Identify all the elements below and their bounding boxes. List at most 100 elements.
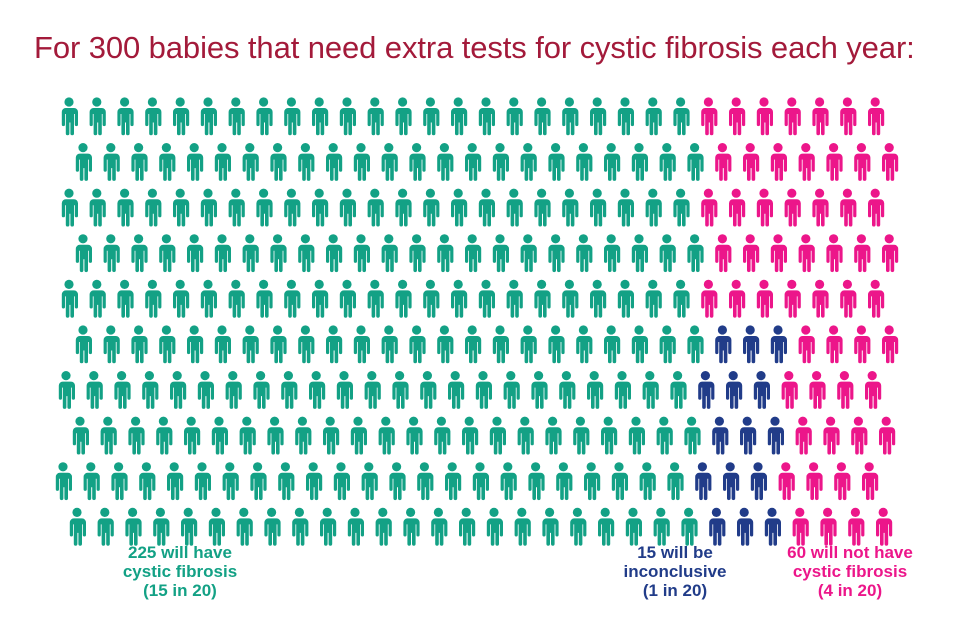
person-icon	[89, 97, 106, 136]
person-icon	[823, 416, 840, 455]
person-icon	[784, 279, 801, 318]
person-icon	[364, 371, 381, 409]
person-icon	[145, 279, 162, 318]
person-icon	[625, 507, 642, 546]
person-icon	[295, 416, 312, 455]
person-icon	[409, 325, 426, 364]
person-icon	[256, 279, 273, 318]
legend-not-cf-line3: (4 in 20)	[817, 581, 883, 600]
person-icon	[659, 325, 676, 364]
person-icon	[214, 325, 231, 364]
person-icon	[459, 507, 476, 546]
person-icon	[228, 97, 245, 136]
person-icon	[270, 325, 287, 364]
person-icon	[778, 462, 795, 501]
person-icon	[729, 279, 746, 318]
person-icon	[339, 97, 356, 136]
person-icon	[854, 325, 871, 364]
person-icon	[784, 97, 801, 136]
person-icon	[431, 507, 448, 546]
person-icon	[520, 234, 537, 273]
person-icon	[225, 371, 242, 409]
person-icon	[103, 143, 120, 181]
person-icon	[729, 188, 746, 227]
person-icon	[562, 188, 579, 227]
person-icon	[882, 325, 899, 364]
person-icon	[437, 325, 454, 364]
person-icon	[587, 371, 604, 409]
person-icon	[353, 234, 370, 273]
person-icon	[617, 97, 634, 136]
person-icon	[197, 371, 214, 409]
person-icon	[326, 325, 343, 364]
person-icon	[103, 234, 120, 273]
person-icon	[228, 188, 245, 227]
person-icon	[169, 371, 187, 409]
person-icon	[465, 325, 482, 364]
person-icon	[437, 143, 454, 181]
person-icon	[166, 462, 184, 501]
person-icon	[534, 188, 551, 227]
person-icon	[186, 143, 204, 181]
person-icon	[882, 234, 899, 273]
person-icon	[548, 234, 565, 273]
person-icon	[242, 143, 259, 181]
person-icon	[534, 279, 551, 318]
person-icon	[333, 462, 350, 501]
person-icon	[712, 416, 729, 455]
legend-have-cf-line1: 225 will have	[128, 543, 232, 562]
person-icon	[465, 143, 482, 181]
person-icon	[339, 188, 356, 227]
person-icon	[770, 234, 787, 273]
person-icon	[882, 143, 899, 181]
person-icon	[628, 416, 645, 455]
person-icon	[353, 325, 370, 364]
person-icon	[312, 97, 329, 136]
person-icon	[659, 234, 676, 273]
person-icon	[743, 143, 760, 181]
person-icon	[645, 97, 662, 136]
person-icon	[743, 325, 760, 364]
person-icon	[103, 325, 120, 364]
legend-have-cf-line2: cystic fibrosis	[122, 562, 238, 581]
person-icon	[590, 188, 607, 227]
person-icon	[559, 371, 576, 409]
person-icon	[142, 371, 159, 409]
person-icon	[159, 234, 176, 273]
person-icon	[97, 507, 114, 546]
person-icon	[562, 279, 579, 318]
person-icon	[723, 462, 740, 501]
person-icon	[840, 188, 857, 227]
person-icon	[534, 97, 551, 136]
person-icon	[812, 279, 829, 318]
person-icon	[409, 143, 426, 181]
person-icon	[478, 188, 495, 227]
person-icon	[506, 188, 523, 227]
person-icon	[500, 462, 517, 501]
person-icon	[367, 188, 384, 227]
person-icon	[214, 234, 231, 273]
person-icon	[239, 416, 256, 455]
person-icon	[826, 325, 843, 364]
person-icon	[570, 507, 587, 546]
person-icon	[631, 325, 648, 364]
person-icon	[737, 507, 754, 546]
person-icon	[868, 188, 885, 227]
person-icon	[514, 507, 531, 546]
person-icon	[681, 507, 698, 546]
person-icon	[312, 188, 329, 227]
person-icon	[139, 462, 156, 501]
person-icon	[145, 188, 162, 227]
person-icon	[228, 279, 245, 318]
person-icon	[604, 325, 621, 364]
person-icon	[809, 371, 826, 409]
person-icon	[381, 143, 398, 181]
person-icon	[840, 97, 857, 136]
person-icon	[339, 279, 356, 318]
person-icon	[545, 416, 562, 455]
person-icon	[465, 234, 482, 273]
person-icon	[715, 234, 732, 273]
person-icon	[267, 416, 284, 455]
person-icon	[556, 462, 573, 501]
person-icon	[868, 97, 885, 136]
